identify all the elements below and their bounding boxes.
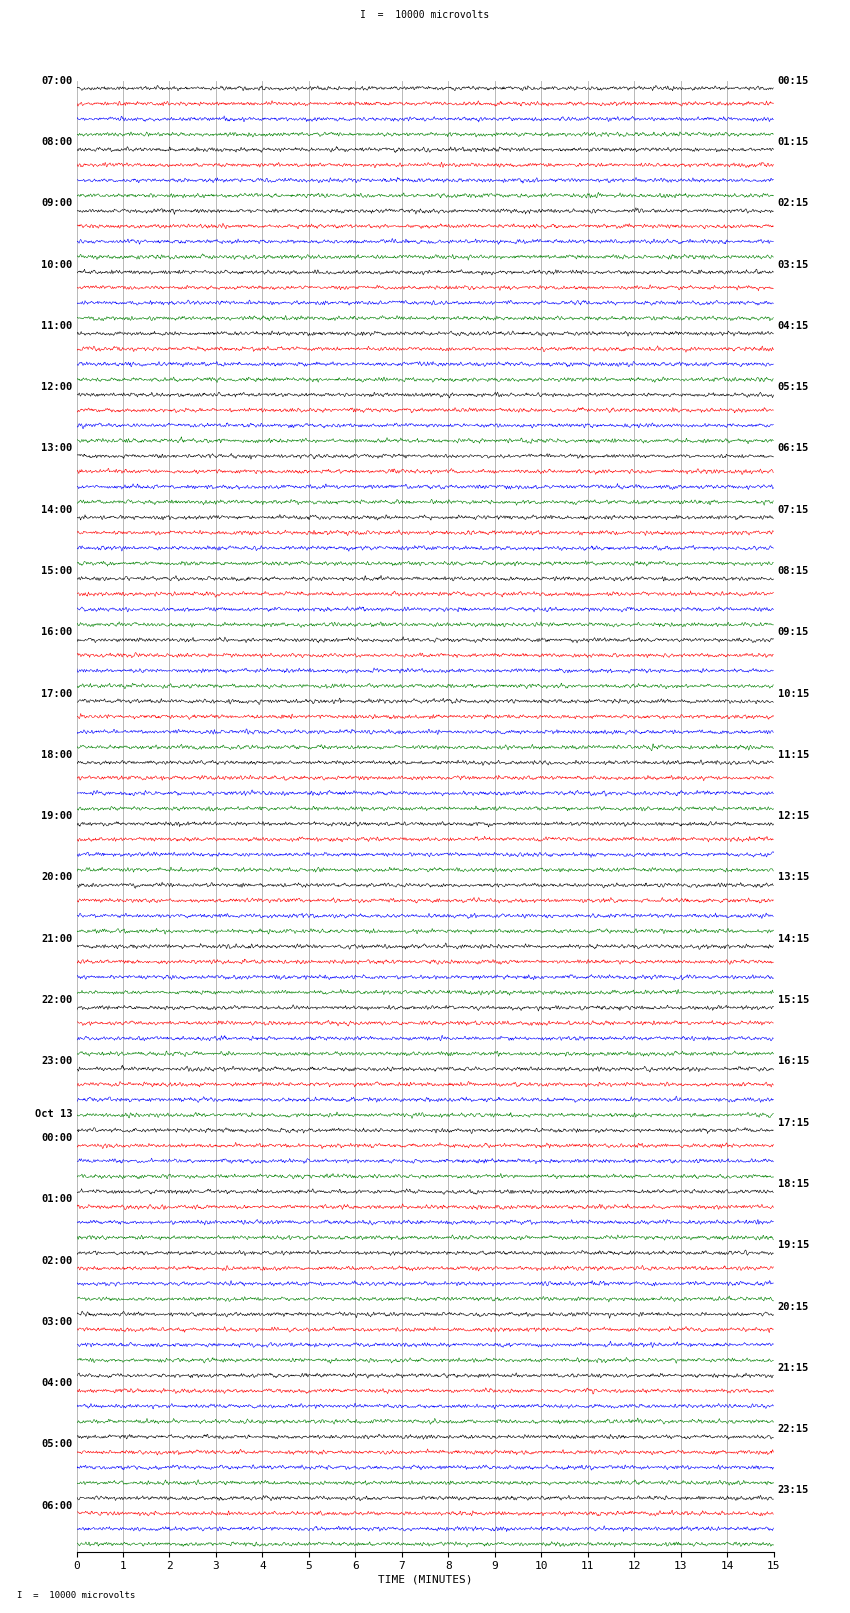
Text: 12:00: 12:00 <box>41 382 72 392</box>
Text: 00:15: 00:15 <box>778 76 809 85</box>
Text: 19:15: 19:15 <box>778 1240 809 1250</box>
Text: 07:00: 07:00 <box>41 76 72 85</box>
Text: 18:15: 18:15 <box>778 1179 809 1189</box>
Text: 01:15: 01:15 <box>778 137 809 147</box>
Text: 23:00: 23:00 <box>41 1057 72 1066</box>
Text: 21:00: 21:00 <box>41 934 72 944</box>
Text: 23:15: 23:15 <box>778 1486 809 1495</box>
Text: 15:00: 15:00 <box>41 566 72 576</box>
Text: Oct 13: Oct 13 <box>35 1110 72 1119</box>
Text: 20:15: 20:15 <box>778 1302 809 1311</box>
Text: 15:15: 15:15 <box>778 995 809 1005</box>
Text: 11:00: 11:00 <box>41 321 72 331</box>
Text: 07:15: 07:15 <box>778 505 809 515</box>
Text: 22:00: 22:00 <box>41 995 72 1005</box>
Text: 14:15: 14:15 <box>778 934 809 944</box>
Text: 05:15: 05:15 <box>778 382 809 392</box>
Text: 03:15: 03:15 <box>778 260 809 269</box>
Text: 09:00: 09:00 <box>41 198 72 208</box>
Text: 16:15: 16:15 <box>778 1057 809 1066</box>
Text: 10:15: 10:15 <box>778 689 809 698</box>
Text: 02:00: 02:00 <box>41 1255 72 1266</box>
Text: 14:00: 14:00 <box>41 505 72 515</box>
Text: 00:00: 00:00 <box>41 1132 72 1144</box>
Text: 08:15: 08:15 <box>778 566 809 576</box>
X-axis label: TIME (MINUTES): TIME (MINUTES) <box>377 1574 473 1584</box>
Text: I  =  10000 microvolts: I = 10000 microvolts <box>17 1590 135 1600</box>
Text: 13:00: 13:00 <box>41 444 72 453</box>
Text: 21:15: 21:15 <box>778 1363 809 1373</box>
Text: 20:00: 20:00 <box>41 873 72 882</box>
Text: 02:15: 02:15 <box>778 198 809 208</box>
Text: 06:00: 06:00 <box>41 1500 72 1511</box>
Text: 18:00: 18:00 <box>41 750 72 760</box>
Text: 09:15: 09:15 <box>778 627 809 637</box>
Text: 06:15: 06:15 <box>778 444 809 453</box>
Text: 04:15: 04:15 <box>778 321 809 331</box>
Text: 16:00: 16:00 <box>41 627 72 637</box>
Text: 13:15: 13:15 <box>778 873 809 882</box>
Text: 17:00: 17:00 <box>41 689 72 698</box>
Text: 10:00: 10:00 <box>41 260 72 269</box>
Text: 03:00: 03:00 <box>41 1316 72 1327</box>
Text: 01:00: 01:00 <box>41 1194 72 1205</box>
Text: 12:15: 12:15 <box>778 811 809 821</box>
Text: 08:00: 08:00 <box>41 137 72 147</box>
Text: I  =  10000 microvolts: I = 10000 microvolts <box>360 11 490 21</box>
Text: 22:15: 22:15 <box>778 1424 809 1434</box>
Text: 04:00: 04:00 <box>41 1378 72 1389</box>
Text: 19:00: 19:00 <box>41 811 72 821</box>
Text: 17:15: 17:15 <box>778 1118 809 1127</box>
Text: 05:00: 05:00 <box>41 1439 72 1450</box>
Text: 11:15: 11:15 <box>778 750 809 760</box>
